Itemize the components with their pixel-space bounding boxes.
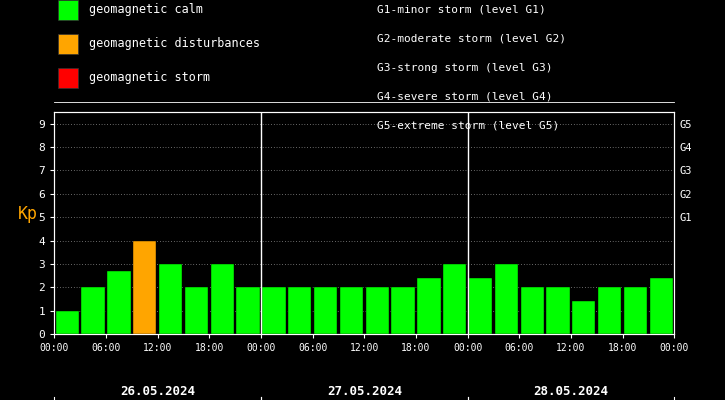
Bar: [469, 278, 492, 334]
Bar: [598, 287, 621, 334]
Bar: [236, 287, 260, 334]
Bar: [572, 301, 595, 334]
Text: geomagnetic disturbances: geomagnetic disturbances: [89, 38, 260, 50]
Bar: [56, 311, 79, 334]
Text: G3-strong storm (level G3): G3-strong storm (level G3): [377, 63, 552, 73]
Bar: [288, 287, 311, 334]
Bar: [159, 264, 182, 334]
Text: G1-minor storm (level G1): G1-minor storm (level G1): [377, 5, 546, 15]
Bar: [107, 271, 130, 334]
Bar: [418, 278, 441, 334]
Bar: [262, 287, 286, 334]
Bar: [650, 278, 673, 334]
Bar: [314, 287, 337, 334]
Bar: [81, 287, 104, 334]
Bar: [365, 287, 389, 334]
Text: 27.05.2024: 27.05.2024: [327, 386, 402, 398]
Text: G4-severe storm (level G4): G4-severe storm (level G4): [377, 91, 552, 101]
Bar: [624, 287, 647, 334]
Text: 28.05.2024: 28.05.2024: [534, 386, 608, 398]
Text: 26.05.2024: 26.05.2024: [120, 386, 195, 398]
Bar: [392, 287, 415, 334]
Y-axis label: Kp: Kp: [17, 205, 38, 223]
Bar: [521, 287, 544, 334]
Bar: [340, 287, 363, 334]
Bar: [211, 264, 234, 334]
Bar: [494, 264, 518, 334]
Bar: [443, 264, 466, 334]
Bar: [185, 287, 208, 334]
Bar: [547, 287, 570, 334]
Text: geomagnetic calm: geomagnetic calm: [89, 4, 203, 16]
Text: G2-moderate storm (level G2): G2-moderate storm (level G2): [377, 34, 566, 44]
Text: G5-extreme storm (level G5): G5-extreme storm (level G5): [377, 120, 559, 130]
Text: geomagnetic storm: geomagnetic storm: [89, 72, 210, 84]
Bar: [133, 240, 157, 334]
